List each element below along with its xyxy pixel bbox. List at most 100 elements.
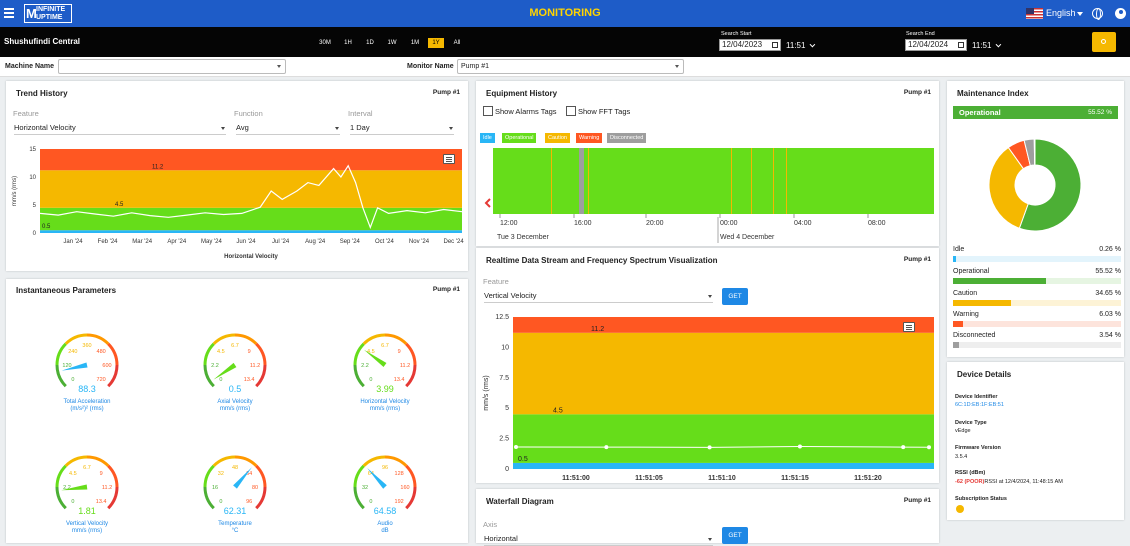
gauge-dial: 0 2.2 4.5 6.7 9 11.2 13.4	[203, 333, 267, 388]
gauge-arc	[384, 333, 408, 345]
row-label: Disconnected	[953, 332, 996, 339]
gauge-tick-label: 0	[71, 499, 74, 505]
x-tick-label: Nov '24	[409, 239, 430, 245]
range-button-30m[interactable]: 30M	[319, 40, 331, 46]
chevron-down-icon	[335, 127, 339, 130]
range-button-all[interactable]: All	[453, 40, 461, 46]
gauge-arc	[203, 342, 215, 366]
function-select[interactable]: Avg	[236, 123, 340, 135]
search-start-label: Search Start	[721, 31, 752, 37]
machine-name-label: Machine Name	[5, 63, 55, 70]
legend-item: Disconnected	[607, 133, 647, 143]
panel-title: Trend History	[16, 89, 68, 98]
x-axis-label: Horizontal Velocity	[224, 254, 278, 260]
waterfall-panel: Waterfall Diagram Pump #1 Axis Horizonta…	[476, 489, 939, 546]
x-tick-label: 11:51:15	[781, 475, 809, 482]
gauge-name: Temperature	[218, 521, 252, 527]
gauge-arc	[234, 455, 258, 467]
top-bar: M INFINITE UPTIME MONITORING English	[0, 0, 1130, 27]
maintenance-donut	[988, 138, 1082, 232]
row-percent: 3.54 %	[1099, 332, 1121, 339]
threshold-band	[40, 149, 462, 171]
realtime-chart: 0 2.5 5 7.5 10 12.5 11.2 4.5 0.5 mm/s (rms) 11:51:…	[483, 314, 934, 482]
panel-tag: Pump #1	[903, 89, 931, 96]
gauge-arc	[203, 486, 215, 510]
range-button-1y[interactable]: 1Y	[428, 38, 444, 48]
gauge-arc	[234, 333, 258, 345]
gauge-arc	[405, 464, 417, 488]
data-point	[927, 445, 931, 450]
feature-select[interactable]: Vertical Velocity	[484, 291, 713, 303]
gauge-value: 1.81	[78, 506, 96, 516]
get-button[interactable]: GET	[722, 288, 748, 305]
range-button-1m[interactable]: 1M	[410, 40, 420, 46]
monitor-name-select[interactable]: Pump #1	[457, 59, 684, 74]
panel-tag: Pump #1	[432, 89, 460, 96]
app-title: MONITORING	[529, 7, 601, 19]
gauge-tick-label: 80	[252, 485, 258, 491]
get-button[interactable]: GET	[722, 527, 748, 544]
range-button-1d[interactable]: 1D	[366, 40, 374, 46]
panel-title: Device Details	[957, 370, 1012, 379]
gauge-tick-label: 128	[395, 471, 404, 477]
search-button[interactable]	[1092, 32, 1116, 52]
progress-fill	[953, 278, 1047, 284]
gauge-dial: 0 32 64 96 128 160 192	[353, 455, 417, 510]
gauge-tick-label: 4.5	[367, 349, 375, 355]
legend-item: Caution	[545, 133, 570, 143]
threshold-band	[513, 317, 934, 333]
time-tick-label: 08:00	[868, 220, 886, 227]
device-details-panel: Device Details	[947, 362, 1124, 520]
gauge-name: Axial Velocity	[217, 399, 253, 405]
x-tick-label: Jan '24	[63, 239, 83, 245]
gauge-tick-label: 96	[246, 499, 252, 505]
search-start-date[interactable]: 12/04/2023	[719, 39, 781, 51]
time-tick-label: 04:00	[794, 220, 812, 227]
gauge-tick-label: 96	[382, 465, 388, 471]
chevron-down-icon[interactable]	[1077, 12, 1083, 16]
machine-name-select[interactable]	[58, 59, 286, 74]
progress-track	[953, 342, 1121, 348]
search-end-time[interactable]: 11:51	[972, 41, 999, 50]
legend-item: Operational	[502, 133, 537, 143]
maintenance-row-idle: Idle 0.26 %	[953, 246, 1121, 262]
gauge-arc	[203, 464, 215, 488]
range-button-1h[interactable]: 1H	[344, 40, 352, 46]
show-alarms-checkbox[interactable]: Show Alarms Tags	[483, 106, 557, 116]
user-icon[interactable]	[1115, 8, 1126, 19]
logo[interactable]: M INFINITE UPTIME	[24, 4, 72, 23]
menu-icon[interactable]	[4, 6, 14, 20]
gauge-arc	[255, 464, 267, 488]
range-button-1w[interactable]: 1W	[387, 40, 397, 46]
gauge-tick-label: 480	[97, 349, 106, 355]
panel-title: Waterfall Diagram	[486, 497, 554, 506]
firmware-label: Firmware Version	[955, 445, 1001, 451]
interval-select[interactable]: 1 Day	[350, 123, 454, 135]
calendar-icon[interactable]	[772, 42, 778, 48]
chevron-down-icon	[221, 127, 225, 130]
gauge-dial: 0 120 240 360 480 600 720	[55, 333, 119, 388]
chart-menu-icon[interactable]	[903, 322, 915, 332]
us-flag-icon[interactable]	[1026, 8, 1043, 19]
language-selector[interactable]: English	[1046, 8, 1076, 18]
panel-title: Instantaneous Parameters	[16, 286, 117, 295]
show-fft-checkbox[interactable]: Show FFT Tags	[566, 106, 630, 116]
search-start-time[interactable]: 11:51	[786, 41, 813, 50]
gauge-needle	[363, 349, 387, 368]
search-end-date[interactable]: 12/04/2024	[905, 39, 967, 51]
calendar-icon[interactable]	[958, 42, 964, 48]
feature-select[interactable]: Horizontal Velocity	[14, 123, 226, 135]
donut-slice	[1033, 138, 1036, 166]
gauge-arc	[212, 455, 236, 467]
data-point	[901, 445, 906, 450]
gauge-arc	[212, 333, 236, 345]
chevron-down-icon	[708, 295, 712, 298]
chart-menu-icon[interactable]	[443, 154, 455, 164]
axis-select[interactable]: Horizontal	[484, 534, 713, 546]
globe-icon[interactable]	[1092, 8, 1103, 20]
chevron-down-icon	[708, 538, 712, 541]
timeline-segment	[751, 148, 752, 214]
band-label: 11.2	[152, 164, 164, 170]
gauge-needle	[61, 484, 88, 491]
gauge-arc	[203, 364, 215, 388]
